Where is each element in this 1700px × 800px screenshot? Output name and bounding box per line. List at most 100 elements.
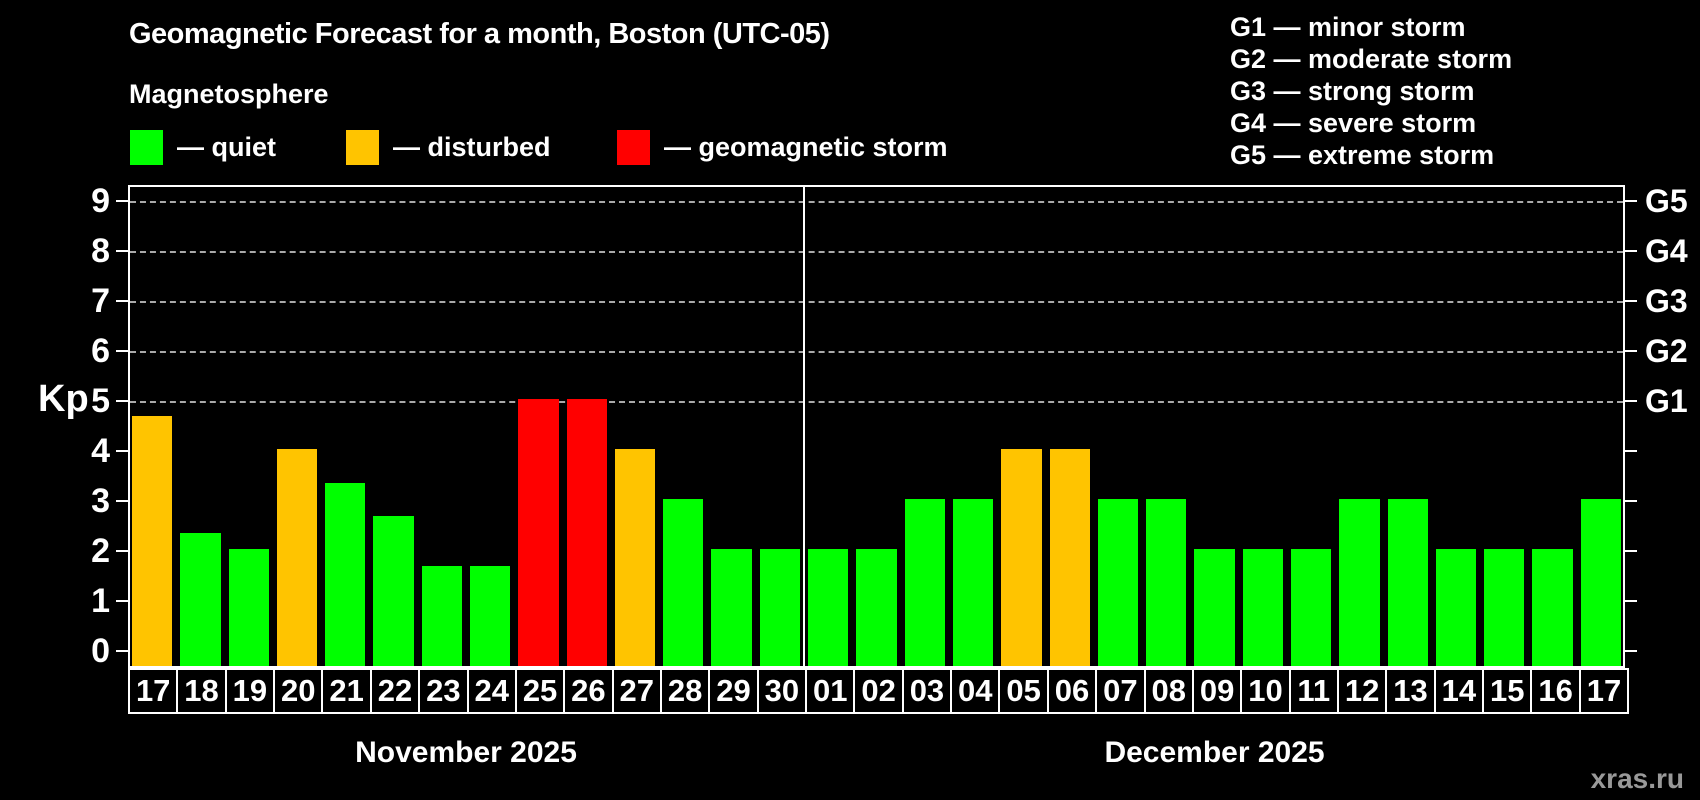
kp-bar-day-29-nov [711,549,752,666]
kp-bar-day-21-nov [325,482,366,666]
day-label-23-nov: 23 [418,668,469,714]
left-tick-kp1 [116,600,128,602]
kp-bar-day-08-dec [1146,499,1187,666]
right-tick-kp5 [1625,400,1637,402]
left-tick-kp8 [116,250,128,252]
quiet-swatch-icon [130,129,163,165]
day-label-04-dec: 04 [950,668,1001,714]
right-tick-kp9 [1625,200,1637,202]
kp-bar-day-07-dec [1097,499,1139,666]
right-tick-kp7 [1625,300,1637,302]
kp-bar-day-17-dec [1580,499,1621,666]
day-label-10-dec: 10 [1240,668,1291,714]
day-label-25-nov: 25 [514,668,566,714]
day-label-03-dec: 03 [901,668,953,714]
watermark: xras.ru [1590,763,1684,794]
day-label-30-nov: 30 [756,668,808,714]
day-label-01-dec: 01 [805,668,856,714]
gridline-kp8 [130,251,1623,253]
day-label-18-nov: 18 [176,668,227,714]
disturbed-swatch-icon [346,129,379,165]
left-tick-kp9 [116,200,128,202]
day-label-17-dec: 17 [1578,668,1630,714]
day-label-15-dec: 15 [1482,668,1533,714]
day-label-27-nov: 27 [611,668,662,714]
kp-bar-day-20-nov [276,449,318,666]
legend-item-disturbed: — disturbed [346,126,551,168]
kp-bar-day-12-dec [1339,499,1380,666]
g-legend-line-4: G4 — severe storm [1230,108,1477,138]
left-tick-kp2 [116,550,128,552]
kp-bar-day-24-nov [470,565,511,666]
kp-bar-day-16-dec [1532,549,1573,666]
magnetosphere-label: Magnetosphere [129,79,329,109]
kp-bar-day-01-dec [808,549,849,666]
right-axis-label-g1: G1 [1645,383,1688,419]
day-label-09-dec: 09 [1191,668,1243,714]
y-axis-label-0: 0 [91,632,110,670]
kp-bar-day-23-nov [421,565,463,666]
kp-bar-day-25-nov [518,399,559,666]
kp-bar-day-06-dec [1049,449,1090,666]
y-axis-label-9: 9 [91,182,110,220]
day-label-21-nov: 21 [321,668,372,714]
kp-bar-day-10-dec [1242,549,1283,666]
day-label-22-nov: 22 [369,668,421,714]
kp-bar-day-15-dec [1484,549,1525,666]
y-axis-label-2: 2 [91,532,110,570]
kp-bar-day-19-nov [228,549,269,666]
gridline-kp7 [130,301,1623,303]
day-label-05-dec: 05 [998,668,1049,714]
legend-label-quiet: — quiet [177,131,276,162]
right-tick-kp4 [1625,450,1637,452]
kp-bar-day-30-nov [759,549,801,666]
left-tick-kp5 [116,400,128,402]
day-label-02-dec: 02 [853,668,904,714]
day-label-28-nov: 28 [659,668,711,714]
day-label-19-nov: 19 [224,668,276,714]
legend-item-quiet: — quiet [130,126,276,168]
y-axis-title: Kp [38,378,89,420]
day-label-26-nov: 26 [563,668,614,714]
month-label-december: December 2025 [1104,736,1325,769]
kp-bar-day-14-dec [1435,549,1477,666]
storm-swatch-icon [617,129,650,165]
legend-label-disturbed: — disturbed [393,131,551,162]
g-legend-line-5: G5 — extreme storm [1230,140,1495,170]
day-label-12-dec: 12 [1336,668,1388,714]
g-legend-line-3: G3 — strong storm [1230,76,1475,106]
right-tick-kp6 [1625,350,1637,352]
left-tick-kp3 [116,500,128,502]
right-axis-label-g2: G2 [1645,333,1688,369]
day-label-14-dec: 14 [1433,668,1485,714]
day-label-17-nov: 17 [128,668,179,714]
y-axis-label-3: 3 [91,482,110,520]
day-label-29-nov: 29 [708,668,759,714]
kp-bar-day-04-dec [952,499,994,666]
left-tick-kp0 [116,650,128,652]
day-label-06-dec: 06 [1046,668,1098,714]
right-axis-label-g4: G4 [1645,233,1688,269]
kp-bar-day-22-nov [373,515,414,666]
right-axis-label-g3: G3 [1645,283,1688,319]
right-tick-kp8 [1625,250,1637,252]
g-scale-legend: G1 — minor storm G2 — moderate storm G3 — … [1230,11,1512,171]
gridline-kp6 [130,351,1623,353]
kp-bar-day-26-nov [566,399,607,666]
kp-bar-day-28-nov [663,499,704,666]
left-tick-kp6 [116,350,128,352]
plot-area [128,185,1625,668]
kp-bar-day-17-nov [132,415,173,666]
y-axis-label-7: 7 [91,282,110,320]
y-axis-label-8: 8 [91,232,110,270]
kp-bar-day-05-dec [1001,449,1042,666]
page-title: Geomagnetic Forecast for a month, Boston… [129,18,830,50]
day-label-08-dec: 08 [1143,668,1194,714]
day-label-11-dec: 11 [1288,668,1339,714]
right-tick-kp3 [1625,500,1637,502]
day-label-13-dec: 13 [1385,668,1436,714]
day-label-07-dec: 07 [1095,668,1146,714]
kp-bar-day-27-nov [614,449,656,666]
kp-bar-day-02-dec [856,549,897,666]
kp-bar-day-03-dec [904,499,945,666]
